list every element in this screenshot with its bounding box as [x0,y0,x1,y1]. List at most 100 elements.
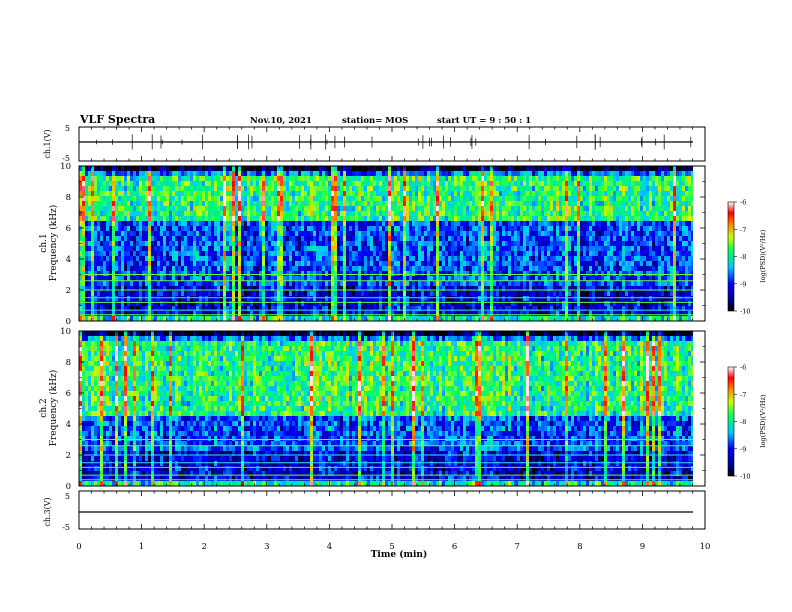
spectrogram-cell [214,211,218,217]
spectrogram-cell [103,201,107,207]
spectrogram-cell [217,276,221,282]
spectrogram-cell [136,286,140,292]
spectrogram-cell [394,186,398,192]
spectrogram-cell [412,241,416,247]
spectrogram-cell [133,181,137,187]
spectrogram-cell [340,241,344,247]
spectrogram-cell [352,236,356,242]
spectrogram-cell [124,256,128,262]
spectrogram-cell [268,311,272,317]
spectrogram-cell [463,201,467,207]
spectrogram-cell [334,261,338,267]
spectrogram-cell [310,181,314,187]
spectrogram-cell [127,211,131,217]
spectrogram-cell [328,266,332,272]
spectrogram-cell [157,276,161,282]
spectrogram-cell [541,281,545,287]
spectrogram-cell [301,196,305,202]
spectrogram-cell [154,291,158,297]
spectrogram-cell [217,226,221,232]
spectrogram-cell [103,266,107,272]
spectrogram-cell [364,176,368,182]
spectrogram-cell [190,191,194,197]
spectrogram-cell [208,201,212,207]
spectrogram-cell [268,316,272,321]
spectrogram-cell [475,176,479,182]
spectrogram-cell [169,316,173,321]
spectrogram-cell [544,241,548,247]
spectrogram-cell [103,246,107,252]
spectrogram-cell [469,176,473,182]
spectrogram-cell [433,281,437,287]
spectrogram-cell [259,171,263,177]
spectrogram-cell [469,301,473,307]
spectrogram-cell [379,216,383,222]
spectrogram-cell [505,291,509,297]
spectrogram-cell [511,231,515,237]
spectrogram-cell [379,256,383,262]
spectrogram-cell [295,241,299,247]
spectrogram-cell [277,166,281,172]
spectrogram-cell [244,311,248,317]
spectrogram-cell [517,206,521,212]
spectrogram-cell [511,246,515,252]
spectrogram-cell [247,266,251,272]
spectrogram-cell [301,281,305,287]
spectrogram-cell [382,216,386,222]
spectrogram-cell [457,301,461,307]
spectrogram-cell [289,266,293,272]
spectrogram-cell [514,211,518,217]
spectrogram-cell [463,281,467,287]
spectrogram-cell [292,301,296,307]
spectrogram-cell [94,231,98,237]
spectrogram-cell [187,311,191,317]
spectrogram-cell [289,231,293,237]
spectrogram-cell [307,276,311,282]
spectrogram-cell [148,256,152,262]
spectrogram-cell [337,236,341,242]
spectrogram-cell [448,241,452,247]
spectrogram-cell [361,306,365,312]
spectrogram-cell [538,231,542,237]
spectrogram-cell [358,181,362,187]
spectrogram-cell [490,186,494,192]
spectrogram-cell [205,196,209,202]
spectrogram-cell [262,231,266,237]
spectrogram-cell [436,206,440,212]
spectrogram-cell [280,176,284,182]
spectrogram-cell [181,296,185,302]
spectrogram-cell [520,171,524,177]
spectrogram-cell [139,266,143,272]
spectrogram-cell [538,166,542,172]
spectrogram-cell [469,271,473,277]
spectrogram-cell [460,216,464,222]
spectrogram-cell [325,256,329,262]
spectrogram-cell [310,191,314,197]
spectrogram-cell [163,241,167,247]
spectrogram-cell [505,216,509,222]
spectrogram-cell [262,166,266,172]
spectrogram-cell [199,176,203,182]
spectrogram-cell [280,216,284,222]
spectrogram-cell [217,206,221,212]
spectrogram-cell [202,311,206,317]
spectrogram-cell [148,311,152,317]
spectrogram-cell [433,191,437,197]
spectrogram-cell [172,246,176,252]
spectrogram-cell [172,286,176,292]
spectrogram-cell [394,266,398,272]
spectrogram-cell [151,171,155,177]
spectrogram-cell [106,266,110,272]
spectrogram-cell [85,271,89,277]
spectrogram-cell [475,316,479,321]
spectrogram-cell [337,176,341,182]
spectrogram-cell [406,301,410,307]
spectrogram-cell [532,181,536,187]
spectrogram-cell [514,291,518,297]
spectrogram-cell [109,241,113,247]
spectrogram-cell [322,261,326,267]
spectrogram-cell [118,306,122,312]
spectrogram-cell [139,271,143,277]
spectrogram-cell [223,276,227,282]
spectrogram-cell [487,201,491,207]
